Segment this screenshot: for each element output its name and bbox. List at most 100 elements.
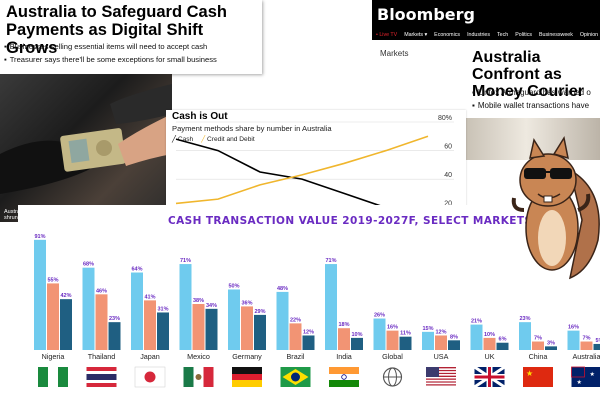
- category-label: Global: [382, 352, 403, 361]
- legend-label: Credit and Debit: [207, 136, 255, 143]
- bloomberg-header-bar: Bloomberg: [372, 0, 600, 29]
- category-label: Nigeria: [42, 352, 65, 361]
- bloomberg-bullet: Mobile wallet transactions have: [472, 99, 591, 112]
- bar-value-label: 6%: [499, 337, 507, 343]
- bar-japan-1: [144, 300, 156, 350]
- section-label[interactable]: Markets: [380, 49, 409, 58]
- nav-item-live-tv[interactable]: • Live TV: [376, 31, 398, 38]
- india-flag-icon: [329, 367, 359, 387]
- chart-legend: ╱ Cash ╱ Credit and Debit: [172, 135, 255, 143]
- bar-global-1: [386, 330, 399, 350]
- bar-value-label: 46%: [96, 288, 107, 294]
- bloomberg-logo[interactable]: Bloomberg: [377, 5, 475, 24]
- brazil-flag-icon: [280, 367, 311, 387]
- bar-thailand-1: [95, 294, 108, 350]
- photo-caption-line: Austral: [4, 209, 22, 215]
- bar-value-label: 11%: [400, 331, 411, 337]
- category-label: Japan: [140, 352, 160, 361]
- bar-brazil-2: [302, 335, 315, 350]
- bar-india-2: [351, 337, 363, 350]
- bar-value-label: 68%: [83, 262, 94, 268]
- bloomberg-article-screenshot: Bloomberg • Live TV Markets ▾ Economics …: [372, 0, 600, 160]
- chart-title: Cash is Out: [172, 111, 228, 122]
- bar-india-0: [325, 264, 337, 350]
- bar-uk-2: [496, 342, 509, 350]
- nav-item-markets[interactable]: Markets ▾: [404, 31, 428, 38]
- japan-flag-icon: [134, 366, 166, 388]
- nav-item-industries[interactable]: Industries: [467, 31, 491, 38]
- card-series-line: [175, 135, 429, 205]
- bar-value-label: 3%: [547, 340, 555, 346]
- bar-usa-2: [448, 340, 460, 350]
- bar-value-label: 48%: [277, 286, 288, 292]
- bar-brazil-0: [276, 291, 289, 350]
- bar-value-label: 64%: [131, 267, 142, 273]
- cash-handover-photo: Austral shrunk: [0, 74, 172, 222]
- bar-value-label: 10%: [351, 332, 362, 338]
- bar-germany-1: [241, 306, 253, 350]
- bar-value-label: 8%: [450, 334, 458, 340]
- bar-value-label: 12%: [303, 329, 314, 335]
- category-label: UK: [485, 352, 495, 361]
- bar-japan-2: [157, 312, 169, 350]
- bar-chart-plot: 91%55%42%Nigeria68%46%23%Thailand64%41%3…: [34, 234, 600, 389]
- bar-value-label: 10%: [484, 332, 495, 338]
- cash-transaction-infographic: CASH TRANSACTION VALUE 2019-2027F, SELEC…: [18, 205, 600, 400]
- bar-value-label: 34%: [206, 303, 217, 309]
- category-label: Mexico: [187, 352, 210, 361]
- bar-nigeria-0: [34, 239, 46, 350]
- bar-value-label: 71%: [325, 258, 336, 264]
- bar-value-label: 26%: [374, 313, 385, 319]
- bar-value-label: 71%: [180, 258, 191, 264]
- category-label: China: [529, 352, 548, 361]
- photo-caption-line: shrunk: [4, 215, 21, 221]
- svg-text:★: ★: [526, 369, 533, 378]
- bar-value-label: 41%: [144, 294, 155, 300]
- bloomberg-nav: • Live TV Markets ▾ Economics Industries…: [372, 29, 600, 40]
- bar-value-label: 21%: [471, 319, 482, 325]
- bar-value-label: 18%: [338, 322, 349, 328]
- svg-text:★: ★: [577, 379, 582, 386]
- svg-text:★: ★: [590, 371, 595, 378]
- bar-value-label: 42%: [60, 293, 71, 299]
- bar-value-label: 38%: [193, 298, 204, 304]
- category-label: USA: [434, 352, 449, 361]
- category-label: Brazil: [287, 352, 305, 361]
- bar-value-label: 15%: [422, 326, 433, 332]
- infographic-title: CASH TRANSACTION VALUE 2019-2027F, SELEC…: [168, 215, 533, 227]
- australia-flag-icon: ★★: [571, 366, 600, 387]
- legend-item-cash: ╱ Cash: [172, 136, 194, 143]
- article-card-safeguard-cash: Australia to Safeguard Cash Payments as …: [0, 0, 262, 74]
- nigeria-flag-icon: [38, 367, 68, 387]
- globe-icon: [382, 367, 403, 387]
- bar-value-label: 29%: [254, 309, 265, 315]
- bar-value-label: 23%: [519, 316, 530, 322]
- nav-item-businessweek[interactable]: Businessweek: [539, 31, 573, 38]
- bar-australia-0: [567, 330, 580, 350]
- usa-flag-icon: [426, 367, 456, 388]
- category-label: India: [336, 352, 352, 361]
- legend-item-card: ╱ Credit and Debit: [201, 136, 255, 143]
- bar-global-2: [399, 336, 412, 350]
- bar-india-1: [338, 328, 350, 350]
- bar-australia-1: [580, 341, 593, 350]
- bar-value-label: 91%: [34, 234, 45, 240]
- bar-value-label: 16%: [387, 325, 398, 331]
- bar-mexico-2: [205, 308, 218, 350]
- bar-value-label: 36%: [241, 300, 252, 306]
- bar-value-label: 23%: [109, 316, 120, 322]
- bar-thailand-2: [108, 322, 121, 350]
- uk-flag-icon: [473, 365, 506, 389]
- bar-global-0: [373, 318, 386, 350]
- nav-item-economics[interactable]: Economics: [434, 31, 461, 38]
- bar-value-label: 50%: [228, 283, 239, 289]
- nav-item-opinion[interactable]: Opinion: [579, 31, 599, 38]
- nav-item-tech[interactable]: Tech: [497, 31, 509, 38]
- bar-brazil-1: [289, 323, 302, 350]
- bar-uk-1: [483, 337, 496, 350]
- bar-mexico-1: [192, 304, 205, 350]
- mexico-flag-icon: [183, 367, 214, 387]
- bar-china-1: [532, 341, 544, 350]
- y-tick-label: 20: [444, 201, 452, 208]
- nav-item-politics[interactable]: Politics: [515, 31, 533, 38]
